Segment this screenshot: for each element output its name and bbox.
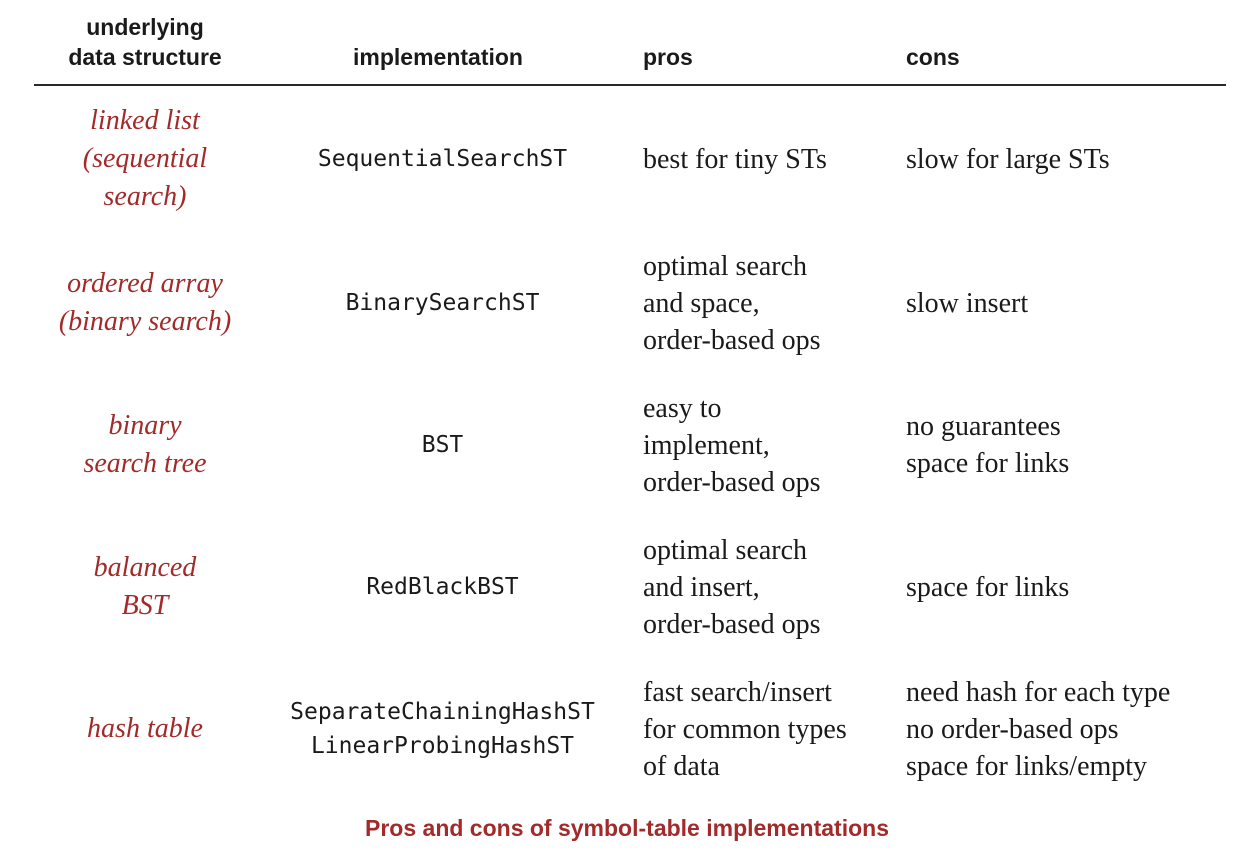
row-2-pros: optimal search and space, order-based op… xyxy=(643,250,821,356)
row-3-pros: easy to implement, order-based ops xyxy=(643,392,821,498)
header-pros: pros xyxy=(643,44,693,70)
row-1-structure: linked list (sequential search) xyxy=(82,105,208,212)
row-1-pros: best for tiny STs xyxy=(643,143,827,175)
header-cons: cons xyxy=(906,44,960,70)
row-5-pros: fast search/insert for common types of d… xyxy=(643,676,847,782)
row-5-structure: hash table xyxy=(87,713,203,744)
header-underlying-data-structure: underlying data structure xyxy=(68,14,222,70)
header-implementation: implementation xyxy=(353,44,523,70)
row-2-implementation: BinarySearchST xyxy=(345,290,540,316)
row-2-cons: slow insert xyxy=(906,287,1029,319)
row-3-structure: binary search tree xyxy=(83,410,207,479)
row-3-implementation: BST xyxy=(421,432,464,458)
row-4-pros: optimal search and insert, order-based o… xyxy=(643,534,821,640)
table-caption: Pros and cons of symbol-table implementa… xyxy=(365,815,889,841)
row-1-cons: slow for large STs xyxy=(906,143,1110,175)
row-4-implementation: RedBlackBST xyxy=(366,574,519,600)
row-4-structure: balanced BST xyxy=(93,552,197,621)
row-2-structure: ordered array (binary search) xyxy=(58,268,232,337)
row-4-cons: space for links xyxy=(906,571,1070,603)
row-1-implementation: SequentialSearchST xyxy=(317,146,568,172)
row-5-implementation: SeparateChainingHashST LinearProbingHash… xyxy=(290,699,595,759)
header-divider xyxy=(34,84,1226,86)
row-5-cons: need hash for each type no order-based o… xyxy=(906,676,1171,782)
row-3-cons: no guarantees space for links xyxy=(906,411,1070,479)
